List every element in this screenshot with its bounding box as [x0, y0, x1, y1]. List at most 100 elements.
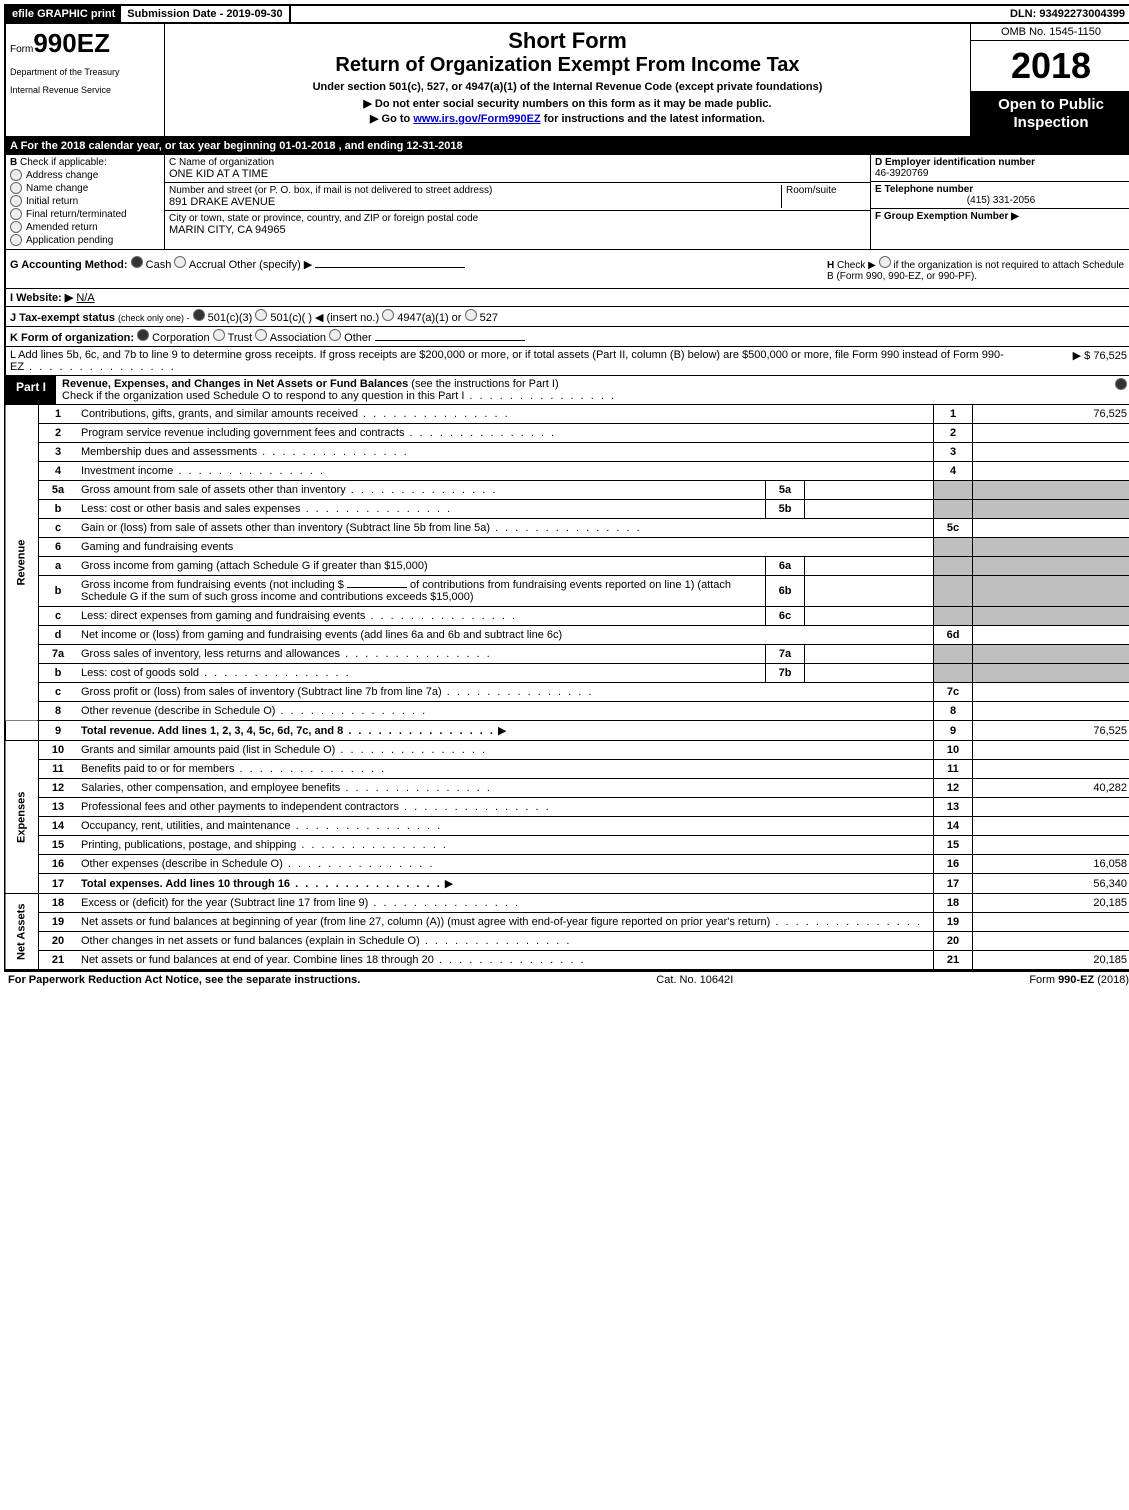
part-1-table: Revenue 1 Contributions, gifts, grants, … [4, 405, 1129, 970]
top-bar: efile GRAPHIC print Submission Date - 20… [4, 4, 1129, 24]
line-4-desc: Investment income [77, 462, 934, 481]
line-18-ref: 18 [934, 894, 973, 913]
line-7c-desc: Gross profit or (loss) from sales of inv… [77, 683, 934, 702]
form-prefix: Form [10, 44, 33, 55]
cash-label: Cash [146, 259, 172, 271]
line-5c-num: c [39, 519, 78, 538]
line-11-num: 11 [39, 760, 78, 779]
final-return-radio[interactable] [10, 208, 22, 220]
line-6a-sub: 6a [766, 557, 805, 576]
part-1-header: Part I Revenue, Expenses, and Changes in… [4, 376, 1129, 405]
line-6d-num: d [39, 626, 78, 645]
line-19-val [973, 913, 1129, 932]
submission-date-button[interactable]: Submission Date - 2019-09-30 [121, 6, 290, 22]
schedule-o-icon[interactable] [1111, 376, 1129, 404]
line-6a-subval [805, 557, 934, 576]
row-g-h: G Accounting Method: Cash Accrual Other … [4, 250, 1129, 289]
line-2-desc: Program service revenue including govern… [77, 424, 934, 443]
line-5b-sub: 5b [766, 500, 805, 519]
line-11-desc: Benefits paid to or for members [77, 760, 934, 779]
501c3-radio[interactable] [193, 309, 205, 321]
revenue-side-label: Revenue [5, 405, 39, 721]
dept-irs: Internal Revenue Service [10, 85, 160, 95]
line-2-ref: 2 [934, 424, 973, 443]
group-exemption-label: F Group Exemption Number ▶ [875, 211, 1019, 222]
line-7b-ref [934, 664, 973, 683]
line-5a-ref [934, 481, 973, 500]
line-5c-val [973, 519, 1129, 538]
line-16-num: 16 [39, 855, 78, 874]
accrual-radio[interactable] [174, 256, 186, 268]
line-20-ref: 20 [934, 932, 973, 951]
other-specify-input[interactable] [315, 267, 465, 268]
line-6b-amount-input[interactable] [347, 587, 407, 588]
b-check-label: Check if applicable: [20, 157, 107, 168]
accrual-label: Accrual [189, 259, 226, 271]
line-6-num: 6 [39, 538, 78, 557]
line-1-num: 1 [39, 405, 78, 424]
line-14-num: 14 [39, 817, 78, 836]
street-value: 891 DRAKE AVENUE [169, 196, 781, 208]
corporation-radio[interactable] [137, 329, 149, 341]
line-9-desc: Total revenue. Add lines 1, 2, 3, 4, 5c,… [77, 721, 934, 741]
line-6d-val [973, 626, 1129, 645]
schedule-b-radio[interactable] [879, 256, 891, 268]
cash-radio[interactable] [131, 256, 143, 268]
tax-year-begin: 01-01-2018 [279, 140, 335, 152]
line-7a-ref [934, 645, 973, 664]
line-20-num: 20 [39, 932, 78, 951]
corporation-label: Corporation [152, 332, 209, 344]
line-21-ref: 21 [934, 951, 973, 970]
other-specify-label: Other (specify) ▶ [229, 259, 313, 271]
line-16-val: 16,058 [973, 855, 1129, 874]
4947-radio[interactable] [382, 309, 394, 321]
column-d: D Employer identification number 46-3920… [871, 155, 1129, 249]
line-8-desc: Other revenue (describe in Schedule O) [77, 702, 934, 721]
line-5c-desc: Gain or (loss) from sale of assets other… [77, 519, 934, 538]
line-18-val: 20,185 [973, 894, 1129, 913]
amended-return-radio[interactable] [10, 221, 22, 233]
501c-radio[interactable] [255, 309, 267, 321]
line-5a-subval [805, 481, 934, 500]
line-4-ref: 4 [934, 462, 973, 481]
line-7a-subval [805, 645, 934, 664]
section-a: A For the 2018 calendar year, or tax yea… [4, 138, 1129, 155]
line-21-val: 20,185 [973, 951, 1129, 970]
irs-link[interactable]: www.irs.gov/Form990EZ [413, 113, 540, 125]
line-16-desc: Other expenses (describe in Schedule O) [77, 855, 934, 874]
association-radio[interactable] [255, 329, 267, 341]
line-7a-num: 7a [39, 645, 78, 664]
city-label: City or town, state or province, country… [169, 213, 866, 224]
527-radio[interactable] [465, 309, 477, 321]
address-change-radio[interactable] [10, 169, 22, 181]
line-7b-sub: 7b [766, 664, 805, 683]
tax-year-end: 12-31-2018 [406, 140, 462, 152]
efile-print-button[interactable]: efile GRAPHIC print [6, 6, 121, 22]
line-21-desc: Net assets or fund balances at end of ye… [77, 951, 934, 970]
line-10-ref: 10 [934, 741, 973, 760]
tax-exempt-label: J Tax-exempt status [10, 312, 115, 324]
name-change-radio[interactable] [10, 182, 22, 194]
line-6c-subval [805, 607, 934, 626]
line-17-val: 56,340 [973, 874, 1129, 894]
form-header: Form990EZ Department of the Treasury Int… [4, 24, 1129, 138]
line-6b-sub: 6b [766, 576, 805, 607]
schedule-o-radio[interactable] [1115, 378, 1127, 390]
line-3-num: 3 [39, 443, 78, 462]
form-org-label: K Form of organization: [10, 332, 134, 344]
initial-return-radio[interactable] [10, 195, 22, 207]
expenses-side-label: Expenses [5, 741, 39, 894]
line-17-ref: 17 [934, 874, 973, 894]
row-k: K Form of organization: Corporation Trus… [4, 327, 1129, 347]
trust-radio[interactable] [213, 329, 225, 341]
other-org-input[interactable] [375, 340, 525, 341]
527-label: 527 [480, 312, 498, 324]
other-org-radio[interactable] [329, 329, 341, 341]
501c3-label: 501(c)(3) [208, 312, 253, 324]
line-7b-num: b [39, 664, 78, 683]
website-label: I Website: ▶ [10, 292, 73, 304]
row-j: J Tax-exempt status (check only one) - 5… [4, 307, 1129, 327]
application-pending-radio[interactable] [10, 234, 22, 246]
line-6a-num: a [39, 557, 78, 576]
line-3-ref: 3 [934, 443, 973, 462]
